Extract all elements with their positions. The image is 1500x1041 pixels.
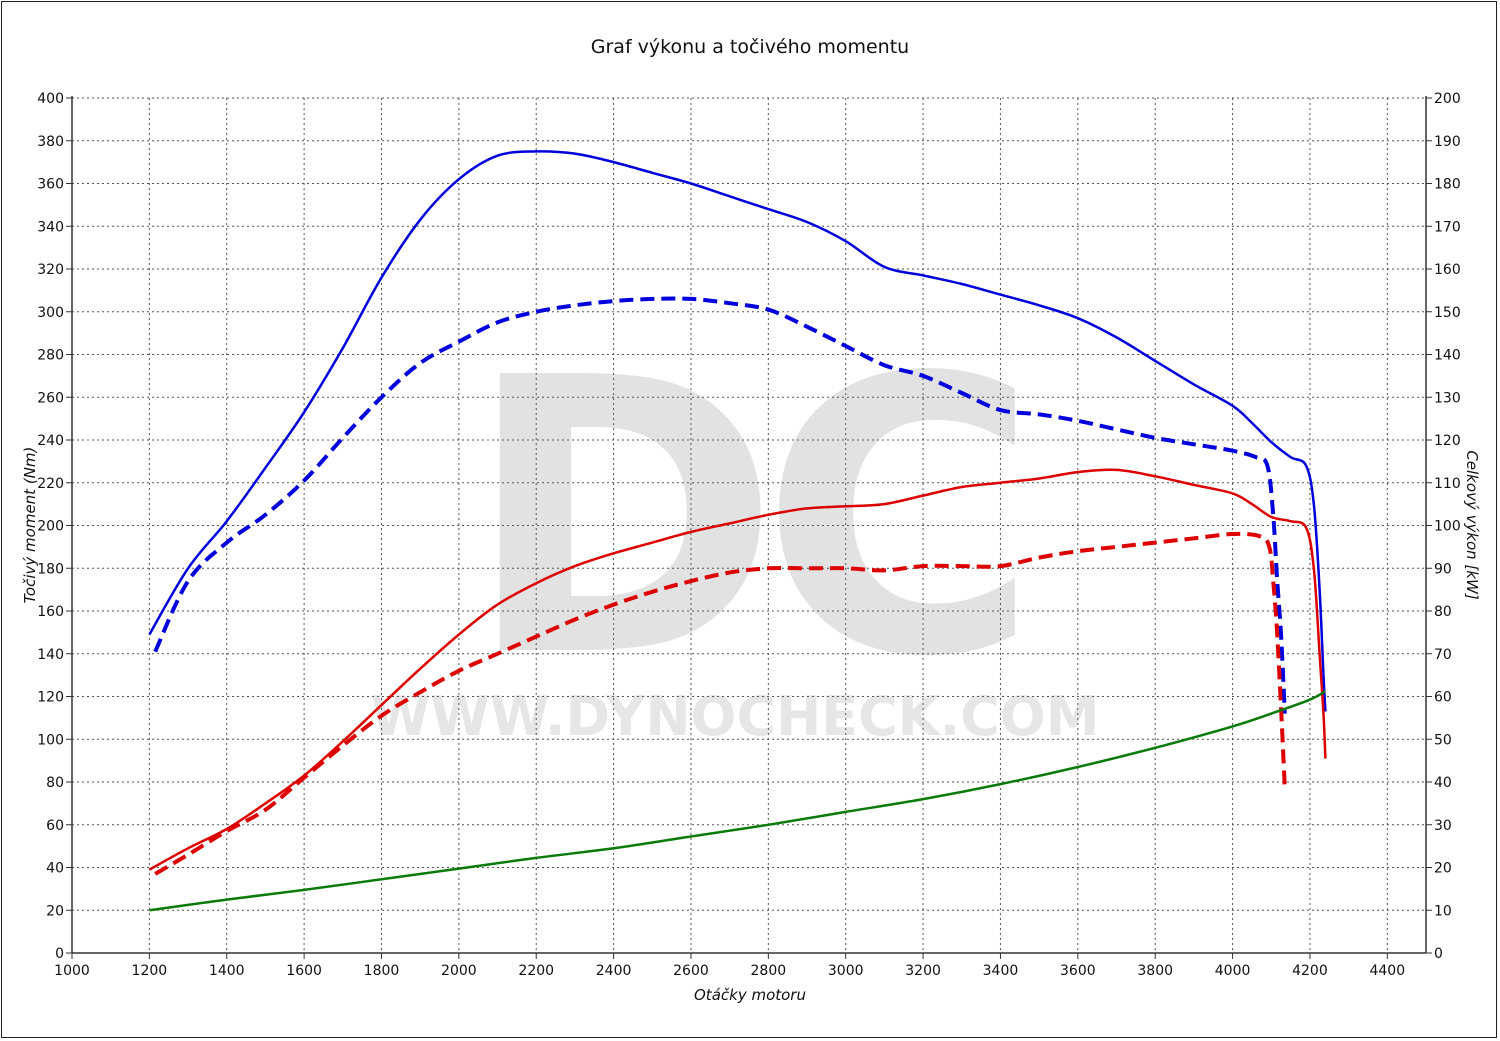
y-left-tick-label: 100 [37,732,64,748]
y-left-tick-label: 20 [46,903,64,919]
y-right-tick-label: 120 [1434,433,1461,449]
x-tick-label: 2800 [751,963,787,979]
x-tick-label: 3000 [828,963,864,979]
y-right-tick-label: 0 [1434,946,1443,962]
y-right-tick-label: 100 [1434,519,1461,535]
x-tick-label: 3200 [905,963,941,979]
y-left-tick-label: 120 [37,690,64,706]
x-tick-label: 2400 [596,963,632,979]
x-tick-label: 1600 [286,963,322,979]
y-left-tick-label: 0 [55,946,64,962]
y-right-tick-label: 80 [1434,604,1452,620]
watermark-text: WWW.DYNOCHECK.COM [371,685,1100,748]
x-tick-label: 3600 [1060,963,1096,979]
y-left-tick-label: 180 [37,561,64,577]
y-left-tick-label: 300 [37,305,64,321]
y-left-tick-label: 360 [37,177,64,193]
y-left-tick-label: 400 [37,91,64,107]
y-left-tick-label: 280 [37,348,64,364]
axes: 1000 1200 1400 1600 1800 2000 2200 2400 2600 2800… [37,91,1460,979]
series-line-torque-tuned [148,150,1327,712]
y-right-tick-label: 200 [1434,91,1461,107]
y-right-tick-label: 10 [1434,903,1452,919]
y-right-tick-label: 40 [1434,775,1452,791]
y-left-tick-label: 340 [37,219,64,235]
y-axis-left-label: Točivý moment (Nm) [21,447,39,604]
y-left-tick-label: 60 [46,818,64,834]
x-axis-label: Otáčky motoru [694,986,806,1004]
series-line-power-tuned [148,468,1327,871]
series-line-torque-stock [153,296,1287,714]
y-left-tick-label: 80 [46,775,64,791]
y-right-tick-label: 90 [1434,561,1452,577]
grid [72,97,1426,953]
x-tick-label: 1200 [132,963,168,979]
y-right-tick-label: 70 [1434,647,1452,663]
y-axis-right-label: Celkový výkon [kW] [1463,450,1481,600]
y-left-tick-label: 260 [37,390,64,406]
x-tick-label: 4200 [1292,963,1328,979]
x-tick-label: 2000 [441,963,477,979]
y-right-tick-label: 60 [1434,690,1452,706]
x-tick-label: 3800 [1137,963,1173,979]
series-line-loss-curve [149,690,1327,912]
x-tick-label: 2600 [673,963,709,979]
y-right-tick-label: 180 [1434,177,1461,193]
y-right-tick-label: 50 [1434,732,1452,748]
x-tick-label: 1400 [209,963,245,979]
x-tick-label: 4000 [1215,963,1251,979]
x-tick-label: 1000 [54,963,90,979]
watermark-logo: DC [465,297,1019,740]
y-left-tick-label: 240 [37,433,64,449]
y-left-tick-label: 220 [37,476,64,492]
y-left-tick-label: 140 [37,647,64,663]
watermark: DC WWW.DYNOCHECK.COM [371,297,1100,748]
x-tick-label: 3400 [983,963,1019,979]
x-tick-label: 1800 [364,963,400,979]
y-left-tick-label: 40 [46,861,64,877]
y-right-tick-label: 110 [1434,476,1461,492]
chart-title: Graf výkonu a točivého momentu [591,36,909,58]
y-right-tick-label: 140 [1434,348,1461,364]
y-right-tick-label: 130 [1434,390,1461,406]
series-line-power-stock [154,531,1287,876]
y-left-tick-label: 320 [37,262,64,278]
y-left-tick-label: 160 [37,604,64,620]
y-right-tick-label: 160 [1434,262,1461,278]
x-tick-label: 2200 [518,963,554,979]
y-left-tick-label: 380 [37,134,64,150]
y-right-tick-label: 20 [1434,861,1452,877]
x-tick-label: 4400 [1369,963,1405,979]
series-lines [148,150,1327,912]
y-right-tick-label: 150 [1434,305,1461,321]
y-right-tick-label: 30 [1434,818,1452,834]
y-left-tick-label: 200 [37,519,64,535]
y-right-tick-label: 170 [1434,219,1461,235]
y-right-tick-label: 190 [1434,134,1461,150]
